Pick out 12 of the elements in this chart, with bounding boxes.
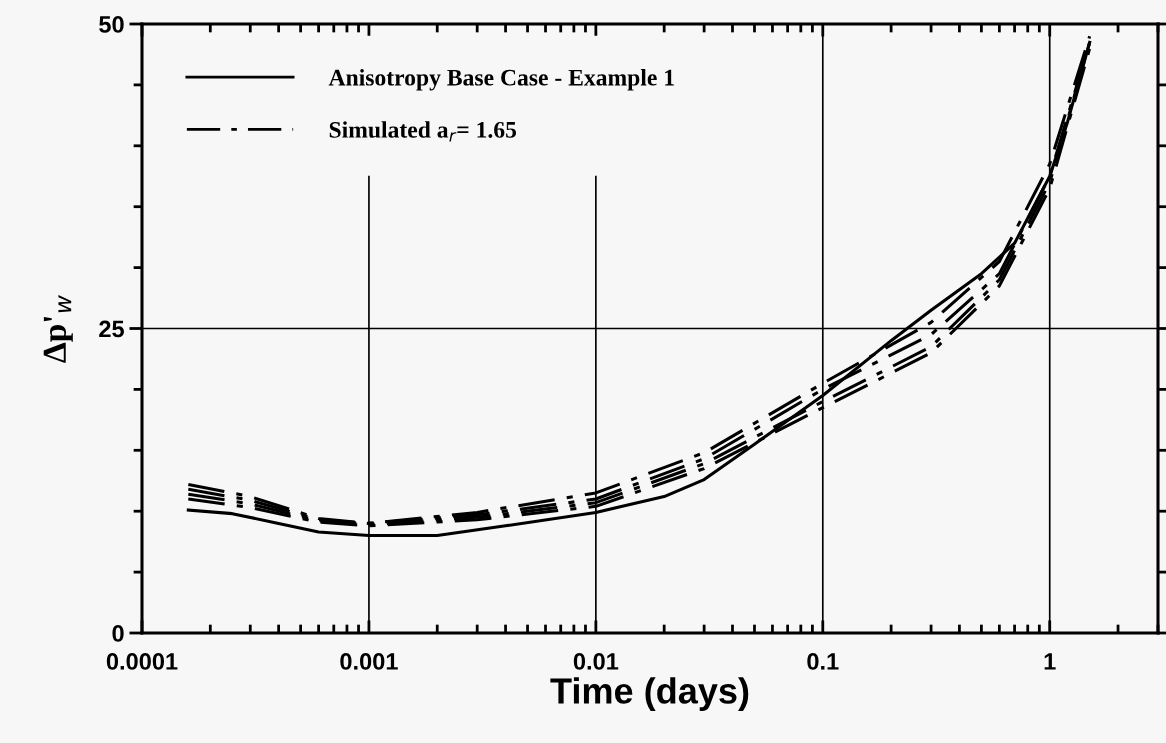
- x-tick-label: 1: [1044, 653, 1056, 670]
- x-tick-label: 0.0001: [106, 653, 178, 670]
- x-tick-label: 0.01: [573, 653, 619, 670]
- x-tick-label: 0.001: [340, 653, 398, 670]
- x-tick-label: 0.1: [807, 653, 839, 670]
- legend-label: Simulated a$_{r}$= 1.65: [329, 121, 517, 142]
- legend-label: Anisotropy Base Case - Example 1: [328, 69, 674, 91]
- y-tick-label: 50: [99, 16, 124, 33]
- y-axis-title: Δp'$_{w}$: [43, 295, 73, 363]
- y-tick-label: 25: [99, 320, 124, 338]
- x-axis-title: Time (days): [550, 677, 749, 711]
- y-tick-label: 0: [112, 625, 124, 642]
